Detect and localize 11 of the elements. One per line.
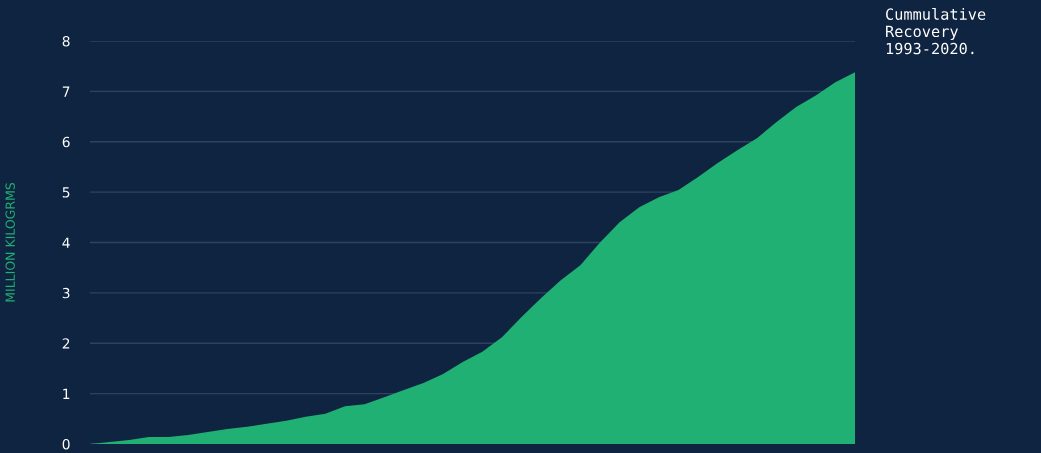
y-tick-label: 8 <box>62 35 70 47</box>
text: Cummulative Recovery 1993-2020. <box>886 8 986 55</box>
y-tick-label: 3 <box>62 287 70 299</box>
y-tick-label: 5 <box>62 187 70 198</box>
y-tick-label: 7 <box>62 86 70 97</box>
y-tick-label: 1 <box>63 388 70 399</box>
y-tick-label: 2 <box>62 338 70 349</box>
y-axis-title: MILLION KILOGRMS <box>5 182 15 302</box>
y-tick-label: 0 <box>62 438 70 450</box>
y-tick-label: 6 <box>62 136 70 148</box>
y-tick-label: 4 <box>62 237 70 248</box>
